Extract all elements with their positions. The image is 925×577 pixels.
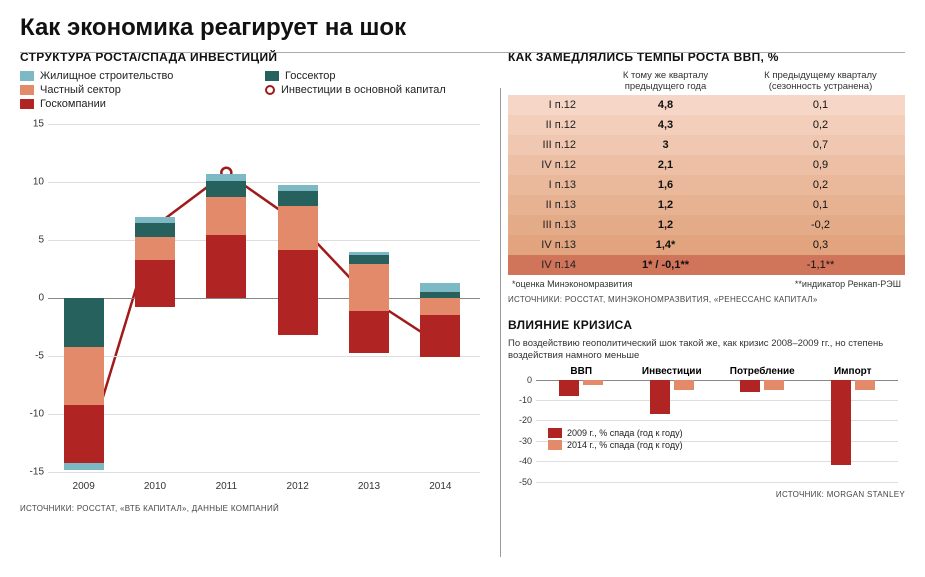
gdp-row: I п.124,80,1 — [508, 95, 905, 115]
bar-segment — [64, 298, 104, 347]
crisis-bar-2014 — [583, 380, 603, 385]
bar-segment — [278, 250, 318, 298]
x-axis-tick: 2012 — [268, 481, 328, 492]
bar-segment — [135, 217, 175, 223]
legend-item: Частный сектор — [20, 84, 235, 96]
bar-segment — [135, 260, 175, 298]
bar-segment — [206, 181, 246, 197]
gdp-table: I п.124,80,1II п.124,30,2III п.1230,7IV … — [508, 95, 905, 275]
crisis-y-tick: -10 — [508, 395, 532, 405]
x-axis-tick: 2010 — [125, 481, 185, 492]
crisis-y-tick: 0 — [508, 375, 532, 385]
bar-segment — [278, 185, 318, 191]
x-axis-tick: 2009 — [54, 481, 114, 492]
y-axis-tick: 0 — [20, 293, 44, 304]
legend-item: Инвестиции в основной капитал — [265, 84, 480, 96]
bar-segment — [349, 298, 389, 311]
page-title: Как экономика реагирует на шок — [0, 0, 925, 50]
gdp-row: IV п.122,10,9 — [508, 155, 905, 175]
crisis-chart: -50 -40 -30 -20 -10 0 ВВПИнвестицииПотребление… — [508, 366, 898, 484]
bar-segment — [206, 174, 246, 181]
bar-segment — [349, 264, 389, 298]
legend-item: Госсектор — [265, 70, 480, 82]
bar-segment — [64, 405, 104, 463]
crisis-subtitle: По воздействию геополитический шок такой… — [508, 338, 905, 362]
bar-segment — [278, 191, 318, 206]
bar-segment — [349, 311, 389, 353]
y-axis-tick: 10 — [20, 177, 44, 188]
gdp-row: III п.131,2-0,2 — [508, 215, 905, 235]
crisis-bar-2009 — [650, 380, 670, 415]
crisis-title: ВЛИЯНИЕ КРИЗИСА — [508, 318, 905, 332]
crisis-sources: ИСТОЧНИК: MORGAN STANLEY — [508, 490, 905, 499]
legend-item: Госкомпании — [20, 98, 235, 110]
bar-segment — [135, 237, 175, 260]
bar-segment — [135, 298, 175, 307]
gdp-row: I п.131,60,2 — [508, 175, 905, 195]
bar-segment — [349, 255, 389, 264]
crisis-legend: 2009 г., % спада (год к году)2014 г., % … — [548, 428, 683, 452]
crisis-bar-2014 — [855, 380, 875, 390]
crisis-category: Потребление — [717, 366, 808, 377]
x-axis-tick: 2014 — [410, 481, 470, 492]
bar-segment — [278, 298, 318, 335]
y-axis-tick: -5 — [20, 351, 44, 362]
gdp-header: К тому же кварталу предыдущего года К пр… — [508, 70, 905, 93]
y-axis-tick: -10 — [20, 409, 44, 420]
bar-segment — [349, 252, 389, 255]
x-axis-tick: 2011 — [196, 481, 256, 492]
gdp-sources: ИСТОЧНИКИ: РОССТАТ, МИНЭКОНОМРАЗВИТИЯ, «… — [508, 295, 905, 304]
crisis-y-tick: -20 — [508, 415, 532, 425]
x-axis-tick: 2013 — [339, 481, 399, 492]
bar-segment — [135, 223, 175, 237]
gdp-row: II п.131,20,1 — [508, 195, 905, 215]
y-axis-tick: 15 — [20, 119, 44, 130]
bar-segment — [64, 463, 104, 470]
crisis-bar-2009 — [831, 380, 851, 466]
crisis-bar-2009 — [559, 380, 579, 396]
crisis-bar-2009 — [740, 380, 760, 392]
bar-segment — [420, 298, 460, 315]
crisis-bar-2014 — [674, 380, 694, 390]
bar-segment — [206, 197, 246, 235]
crisis-bar-2014 — [764, 380, 784, 390]
investment-legend: Жилищное строительство Госсектор Частный с… — [20, 70, 480, 110]
gdp-footnotes: *оценка Минэкономразвития **индикатор Ре… — [508, 279, 905, 289]
gdp-row: IV п.141* / -0,1**-1,1** — [508, 255, 905, 275]
gdp-row: II п.124,30,2 — [508, 115, 905, 135]
crisis-category: ВВП — [536, 366, 627, 377]
investment-sources: ИСТОЧНИКИ: РОССТАТ, «ВТБ КАПИТАЛ», ДАННЫ… — [20, 504, 480, 513]
gdp-row: III п.1230,7 — [508, 135, 905, 155]
gdp-row: IV п.131,4*0,3 — [508, 235, 905, 255]
crisis-y-tick: -50 — [508, 477, 532, 487]
investment-chart: -15 -10 -5 0 5 10 15 2009 2010 2011 2012 2013 2014 — [20, 118, 480, 498]
crisis-category: Импорт — [808, 366, 899, 377]
y-axis-tick: 5 — [20, 235, 44, 246]
y-axis-tick: -15 — [20, 467, 44, 478]
bar-segment — [420, 315, 460, 357]
legend-item: Жилищное строительство — [20, 70, 235, 82]
investment-panel: СТРУКТУРА РОСТА/СПАДА ИНВЕСТИЦИЙ Жилищно… — [20, 50, 480, 513]
bar-segment — [206, 235, 246, 298]
crisis-category: Инвестиции — [627, 366, 718, 377]
bar-segment — [420, 283, 460, 292]
bar-segment — [278, 206, 318, 250]
crisis-y-tick: -30 — [508, 436, 532, 446]
bar-segment — [64, 347, 104, 405]
crisis-y-tick: -40 — [508, 456, 532, 466]
